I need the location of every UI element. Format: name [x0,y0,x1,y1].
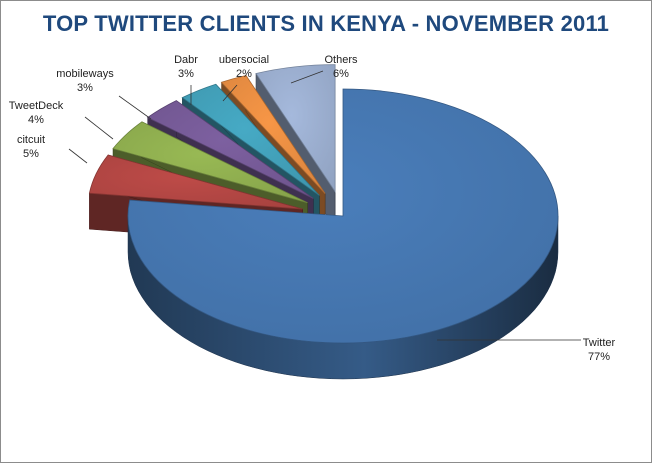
leader-line-tweetdeck [84,116,114,140]
slice-dabr [181,83,320,196]
slice-ubersocial [220,75,326,194]
data-label-value-mobileways: 3% [77,82,93,94]
data-label-name-dabr: Dabr [174,54,198,66]
data-label-value-tweetdeck: 4% [28,114,44,126]
data-label-name-citcuit: citcuit [17,134,45,146]
data-label-name-tweetdeck: TweetDeck [9,100,64,112]
slice-tweetdeck [112,121,308,204]
leader-line-citcuit [68,148,88,164]
leader-line-ubersocial [222,84,238,102]
leader-line-mobileways [118,95,152,120]
chart-title: TOP TWITTER CLIENTS IN KENYA - NOVEMBER … [42,11,610,36]
leader-line-others [290,70,324,84]
slice-citcuit [88,154,303,210]
data-label-value-twitter: 77% [588,351,610,363]
slice-mobileways [146,100,314,199]
data-label-value-others: 6% [333,68,349,80]
slice-others [255,64,336,193]
slice-twitter [127,88,559,344]
data-label-name-others: Others [324,54,358,66]
data-label-value-citcuit: 5% [23,148,39,160]
data-label-name-ubersocial: ubersocial [219,54,269,66]
data-label-value-dabr: 3% [178,68,194,80]
data-label-name-mobileways: mobileways [56,68,114,80]
data-label-name-twitter: Twitter [583,337,616,349]
data-label-value-ubersocial: 2% [236,68,252,80]
